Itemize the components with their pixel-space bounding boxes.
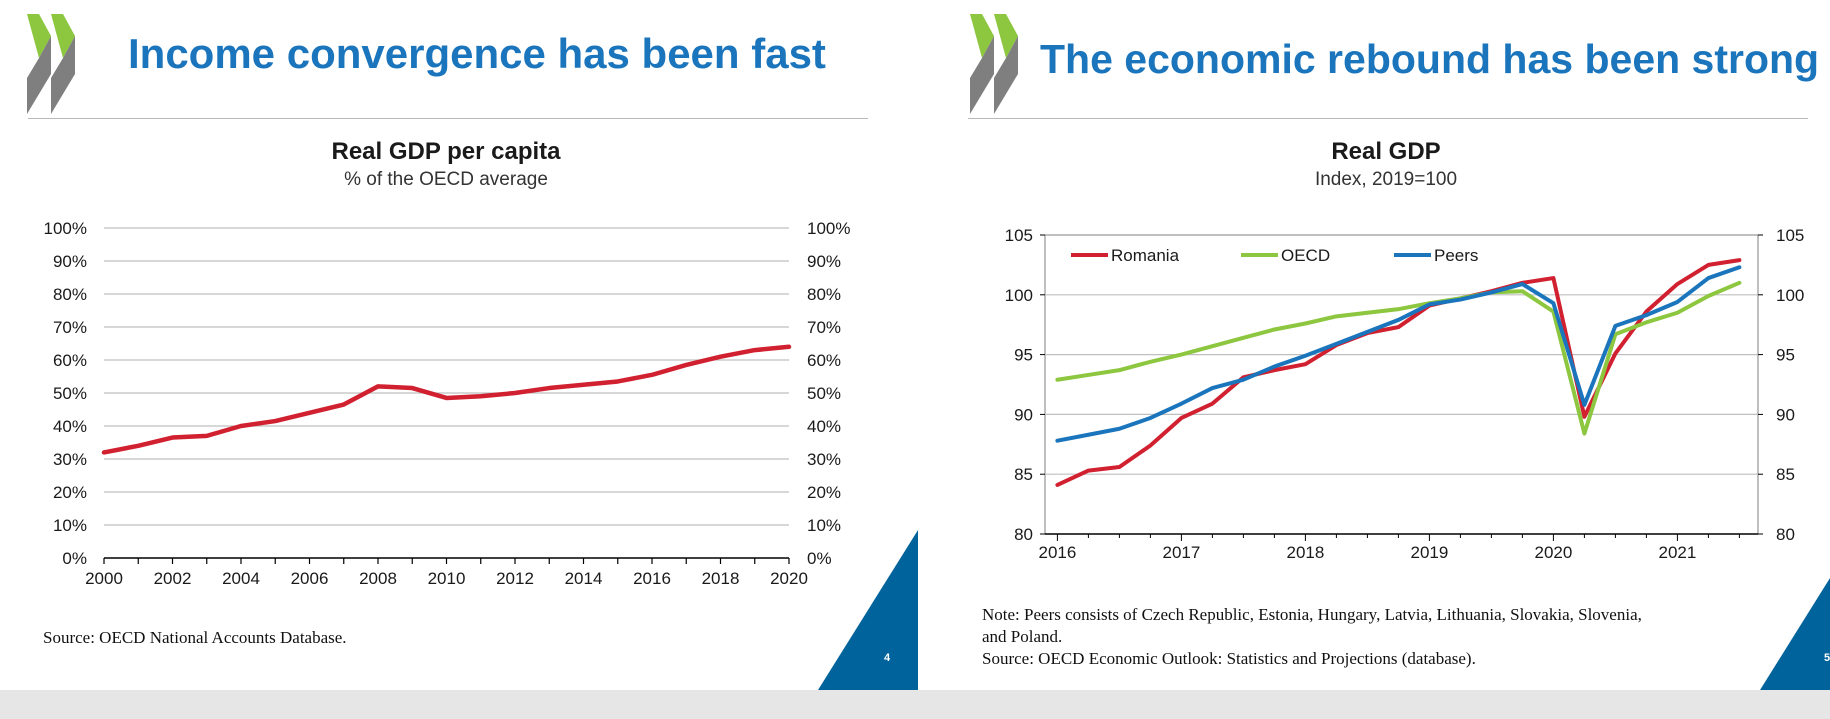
slide-title: Income convergence has been fast	[128, 30, 826, 77]
y-tick-label-right: 70%	[807, 318, 841, 337]
series-line-romania	[1055, 258, 1742, 487]
oecd-logo	[27, 14, 75, 114]
x-tick-label: 2016	[1038, 543, 1076, 562]
series-line-peers	[1055, 265, 1742, 443]
y-tick-label-right: 60%	[807, 351, 841, 370]
y-tick-label-left: 10%	[53, 516, 87, 535]
x-tick-label: 2017	[1162, 543, 1200, 562]
y-tick-label-right: 90	[1776, 405, 1795, 424]
chart-note: Note: Peers consists of Czech Republic, …	[982, 604, 1642, 670]
title-divider	[968, 118, 1808, 119]
y-tick-label-left: 100%	[44, 219, 87, 238]
page-number: 4	[884, 652, 891, 664]
chart-subtitle: % of the OECD average	[344, 169, 548, 190]
x-tick-label: 2014	[565, 569, 603, 588]
chart-title: Real GDP per capita	[331, 138, 561, 165]
y-tick-label-left: 30%	[53, 450, 87, 469]
y-tick-label-left: 70%	[53, 318, 87, 337]
y-tick-label-left: 90	[1014, 405, 1033, 424]
y-tick-label-right: 105	[1776, 226, 1804, 245]
y-tick-label-right: 100%	[807, 219, 850, 238]
y-tick-label-left: 80%	[53, 285, 87, 304]
legend-label-oecd: OECD	[1281, 246, 1330, 265]
x-tick-label: 2018	[702, 569, 740, 588]
x-tick-label: 2021	[1658, 543, 1696, 562]
y-tick-label-right: 80	[1776, 525, 1795, 544]
x-tick-label: 2010	[428, 569, 466, 588]
source-note: Source: OECD Economic Outlook: Statistic…	[982, 649, 1476, 668]
gdp-per-capita-chart: 0% 0% 10% 10% 20% 20% 30% 30% 40% 40% 50% 50% 60% 60%…	[44, 219, 851, 588]
y-tick-label-left: 85	[1014, 465, 1033, 484]
legend-label-romania: Romania	[1111, 246, 1180, 265]
x-tick-label: 2019	[1410, 543, 1448, 562]
y-tick-label-left: 40%	[53, 417, 87, 436]
slide-title: The economic rebound has been strong	[1040, 36, 1820, 82]
real-gdp-chart: 80 80 85 85 90 90 95 95 100 100 105 105 2016 2017 2018…	[1005, 226, 1805, 562]
title-divider	[28, 118, 868, 119]
x-tick-label: 2012	[496, 569, 534, 588]
chart-subtitle: Index, 2019=100	[1314, 169, 1458, 190]
series-line-oecd	[1055, 280, 1742, 436]
y-tick-label-right: 50%	[807, 384, 841, 403]
y-tick-label-right: 85	[1776, 465, 1795, 484]
y-tick-label-right: 40%	[807, 417, 841, 436]
oecd-logo	[970, 14, 1018, 114]
x-tick-label: 2020	[1534, 543, 1572, 562]
x-tick-label: 2002	[154, 569, 192, 588]
y-tick-label-right: 95	[1776, 346, 1795, 365]
y-tick-label-right: 90%	[807, 252, 841, 271]
chart-title: Real GDP	[1331, 138, 1441, 165]
y-tick-label-right: 100	[1776, 286, 1804, 305]
y-tick-label-right: 10%	[807, 516, 841, 535]
slide-right: The economic rebound has been strong Rea…	[918, 0, 1830, 690]
y-tick-label-left: 50%	[53, 384, 87, 403]
x-tick-label: 2018	[1286, 543, 1324, 562]
y-tick-label-right: 80%	[807, 285, 841, 304]
x-tick-label: 2016	[633, 569, 671, 588]
y-tick-label-right: 0%	[807, 549, 832, 568]
x-tick-label: 2004	[222, 569, 260, 588]
source-note: Source: OECD National Accounts Database.	[43, 628, 347, 647]
y-tick-label-right: 30%	[807, 450, 841, 469]
y-tick-label-left: 90%	[53, 252, 87, 271]
corner-triangle	[818, 530, 918, 690]
slide-left: Income convergence has been fast Real GD…	[0, 0, 918, 690]
x-tick-label: 2000	[85, 569, 123, 588]
y-tick-label-left: 100	[1005, 286, 1033, 305]
x-tick-label: 2020	[770, 569, 808, 588]
corner-triangle	[1760, 578, 1830, 690]
x-tick-label: 2006	[291, 569, 329, 588]
y-tick-label-left: 0%	[62, 549, 87, 568]
y-tick-label-left: 80	[1014, 525, 1033, 544]
note-line-1: Note: Peers consists of Czech Republic, …	[982, 605, 1642, 624]
plot-frame	[1044, 234, 1759, 535]
series-line-gdp-per-capita	[101, 344, 792, 455]
x-tick-label: 2008	[359, 569, 397, 588]
y-tick-label-right: 20%	[807, 483, 841, 502]
legend-label-peers: Peers	[1434, 246, 1478, 265]
y-tick-label-left: 105	[1005, 226, 1033, 245]
note-line-2: and Poland.	[982, 627, 1063, 646]
page-number: 5	[1824, 652, 1830, 664]
y-tick-label-left: 60%	[53, 351, 87, 370]
y-tick-label-left: 20%	[53, 483, 87, 502]
y-tick-label-left: 95	[1014, 346, 1033, 365]
